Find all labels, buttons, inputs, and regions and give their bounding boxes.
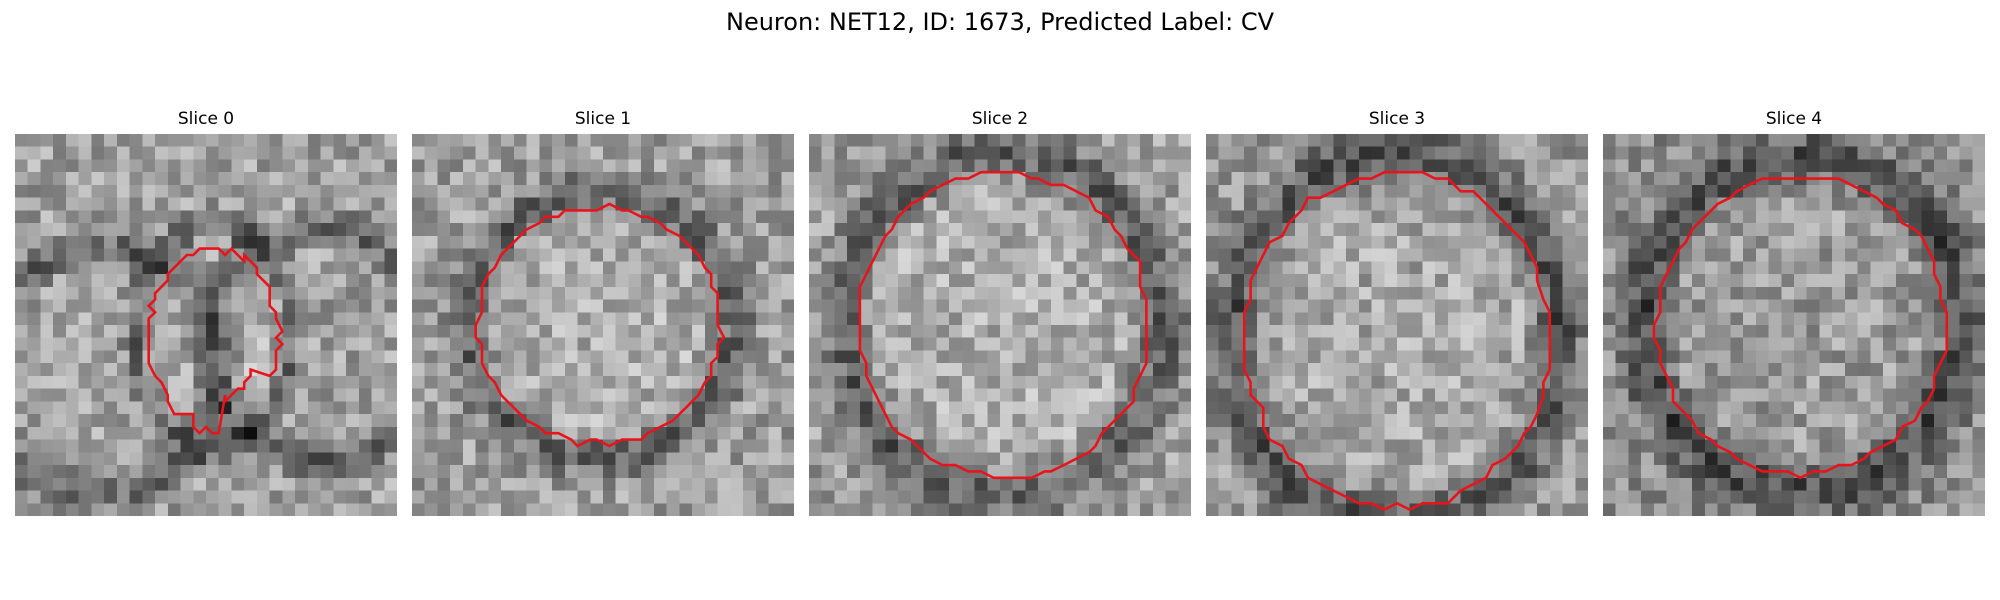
slice-image-0 bbox=[15, 134, 397, 516]
pixel-grid bbox=[1603, 134, 1985, 516]
segmentation-contour bbox=[474, 202, 726, 448]
pixel-grid bbox=[1206, 134, 1588, 516]
slice-title: Slice 0 bbox=[177, 109, 235, 129]
pixel-grid bbox=[412, 134, 794, 516]
pixel-grid bbox=[809, 134, 1191, 516]
figure-title: Neuron: NET12, ID: 1673, Predicted Label… bbox=[726, 8, 1274, 36]
segmentation-contour bbox=[1242, 170, 1552, 512]
slice-panel-1: Slice 1 bbox=[412, 108, 794, 518]
slice-image-1 bbox=[412, 134, 794, 516]
slice-panel-2: Slice 2 bbox=[809, 108, 1191, 518]
slice-title: Slice 4 bbox=[1765, 109, 1823, 129]
pixel-grid bbox=[15, 134, 397, 516]
slice-panel-4: Slice 4 bbox=[1603, 108, 1985, 518]
slice-title: Slice 3 bbox=[1368, 109, 1426, 129]
slice-title: Slice 1 bbox=[574, 109, 632, 129]
slice-image-4 bbox=[1603, 134, 1985, 516]
segmentation-contour bbox=[858, 170, 1148, 480]
slice-image-3 bbox=[1206, 134, 1588, 516]
slice-panel-3: Slice 3 bbox=[1206, 108, 1588, 518]
segmentation-contour bbox=[146, 246, 285, 436]
segmentation-contour bbox=[1652, 177, 1949, 480]
slice-image-2 bbox=[809, 134, 1191, 516]
slice-title: Slice 2 bbox=[971, 109, 1029, 129]
slice-panel-0: Slice 0 bbox=[15, 108, 397, 518]
